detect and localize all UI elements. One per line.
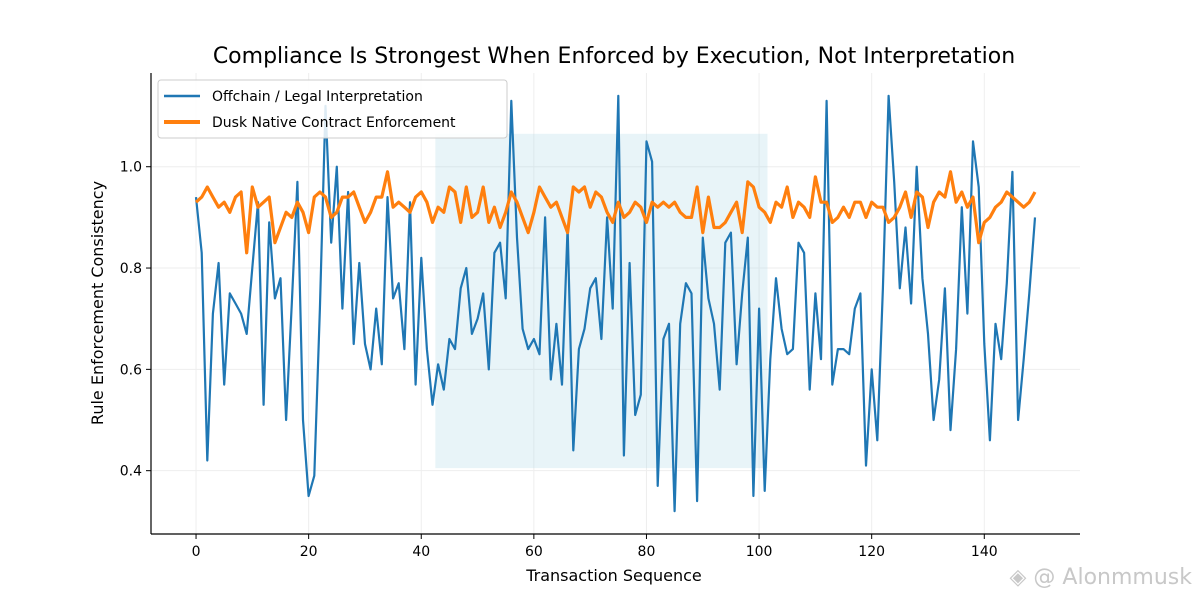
watermark-text: @ Alonmmusk: [1033, 565, 1192, 590]
series-layer: [194, 94, 1037, 513]
y-tick-label: 1.0: [120, 160, 142, 176]
y-tick-label: 0.4: [120, 464, 142, 480]
y-tick-label: 0.8: [120, 261, 142, 277]
x-tick-label: 120: [858, 544, 885, 560]
x-tick-label: 40: [412, 544, 430, 560]
x-tick-label: 100: [746, 544, 773, 560]
watermark: ◈ @ Alonmmusk: [1010, 565, 1193, 590]
x-tick-label: 80: [638, 544, 656, 560]
diamond-logo-icon: ◈: [1009, 565, 1027, 590]
x-tick-label: 0: [192, 544, 201, 560]
y-axis-label: Rule Enforcement Consistency: [88, 181, 107, 425]
gridlines: [151, 73, 1080, 534]
legend-label-dusk: Dusk Native Contract Enforcement: [212, 115, 456, 131]
series-line-offchain: [194, 94, 1037, 513]
series-line-dusk: [194, 170, 1037, 255]
y-tick-label: 0.6: [120, 362, 142, 378]
highlight-region: [435, 133, 768, 469]
x-axis-label: Transaction Sequence: [525, 566, 702, 585]
y-ticks: 0.4 0.6 0.8 1.0: [120, 160, 151, 480]
legend-label-offchain: Offchain / Legal Interpretation: [212, 89, 423, 105]
x-tick-label: 140: [971, 544, 998, 560]
x-ticks: 0 20 40 60 80 100 120 140: [192, 534, 998, 560]
x-tick-label: 60: [525, 544, 543, 560]
x-tick-label: 20: [300, 544, 318, 560]
chart-title: Compliance Is Strongest When Enforced by…: [213, 44, 1015, 69]
legend-box: [157, 79, 508, 139]
legend: Offchain / Legal Interpretation Dusk Nat…: [157, 79, 508, 139]
